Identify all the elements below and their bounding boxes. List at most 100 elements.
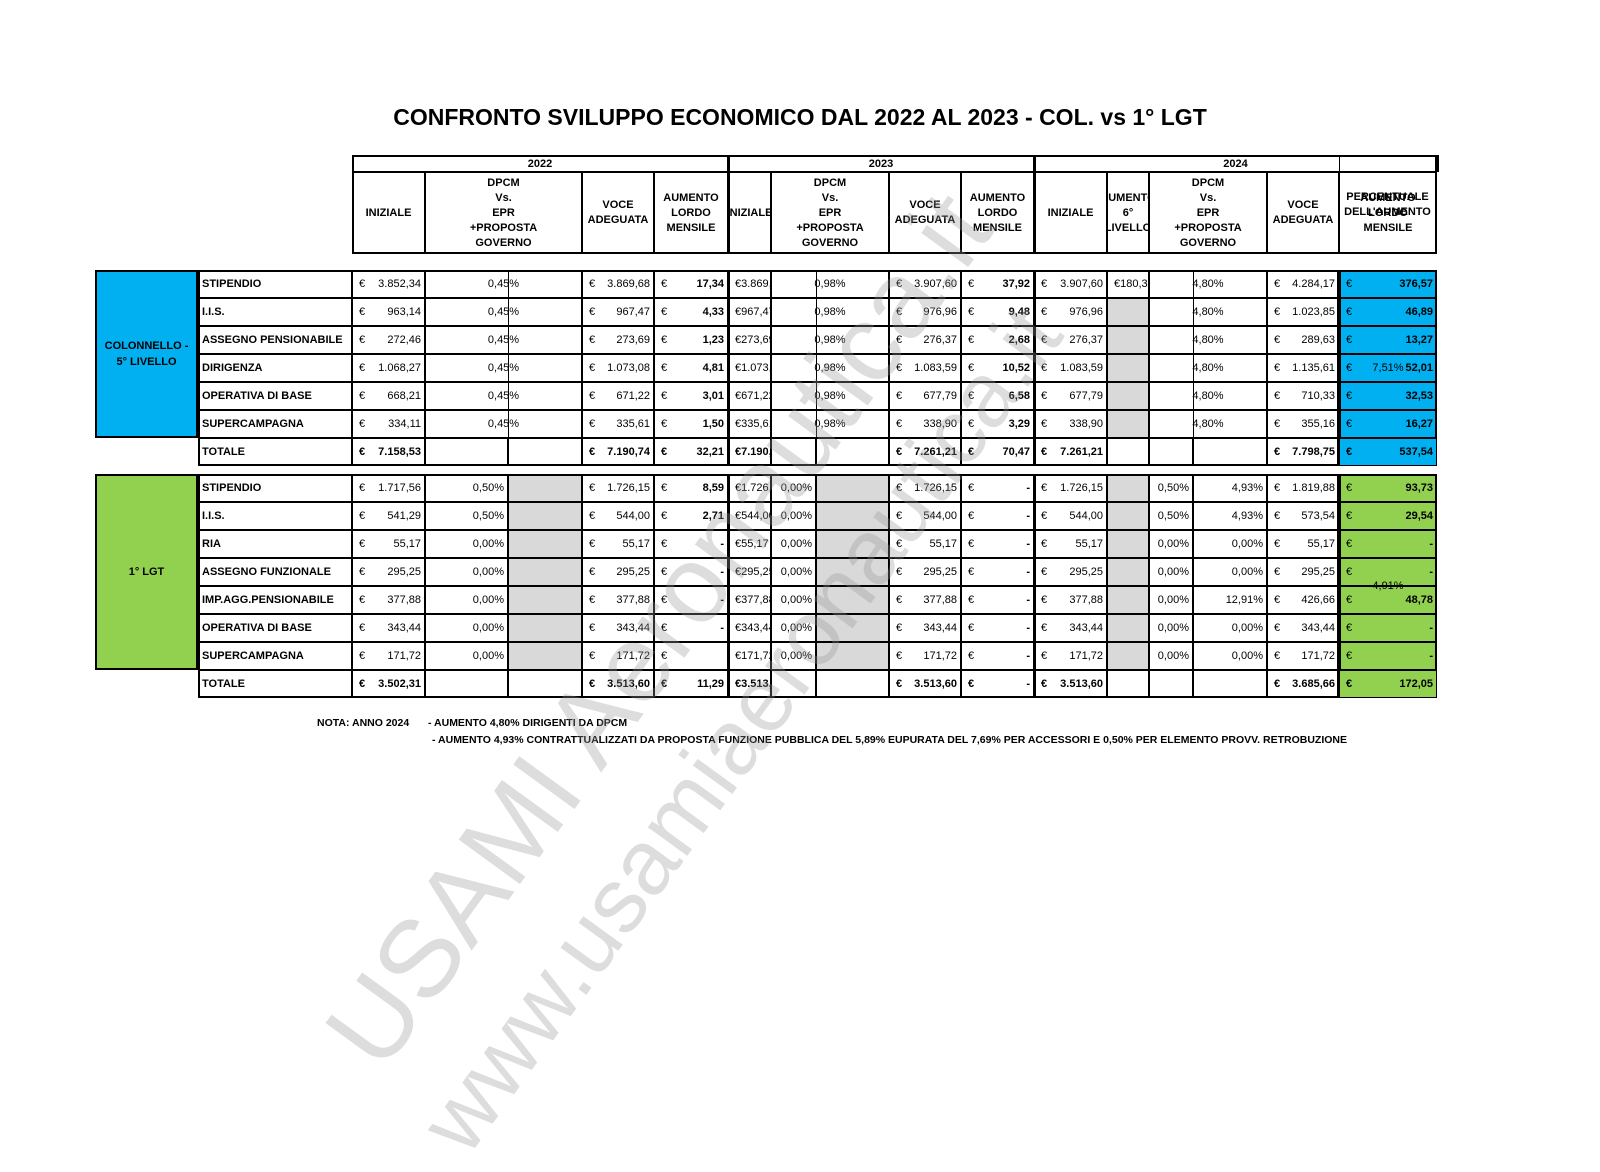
cell-r4-c2: [508, 586, 582, 614]
cell-r1-c0: €541,29: [352, 502, 425, 530]
cell-r2-c8: €55,17: [889, 530, 961, 558]
cell-r1-c3: €544,00: [582, 502, 654, 530]
cell-r3-c7: [816, 558, 889, 586]
group-year-divider-1-1: [1033, 474, 1036, 698]
cell-r4-c4: €3,01: [654, 382, 728, 410]
cell-r3-c0: €295,25: [352, 558, 425, 586]
cell-r5-c12: 0,00%: [1149, 614, 1193, 642]
cell-r6-c15: € -: [1339, 642, 1437, 670]
cell-r2-c2: [508, 530, 582, 558]
group-label-1: 1° LGT: [95, 474, 198, 670]
cell-r1-c10: €544,00: [1034, 502, 1107, 530]
cell-r3-c0: €1.068,27: [352, 354, 425, 382]
cell-r5-c11: [1107, 410, 1149, 438]
cell-r4-c12: 0,00%: [1149, 586, 1193, 614]
column-header-y2024-3: VOCE ADEGUATA: [1267, 172, 1339, 254]
cell-r3-c11: [1107, 558, 1149, 586]
group-year-divider-0-0: [727, 270, 730, 466]
cell-r1-c11: [1107, 298, 1149, 326]
cell-r2-c7: [816, 326, 889, 354]
cell-r7-c15: €172,05: [1339, 670, 1437, 698]
cell-r4-c1: 0,00%: [425, 586, 508, 614]
cell-r4-c11: [1107, 382, 1149, 410]
cell-r4-c15: €32,53: [1339, 382, 1437, 410]
column-header-y2024-2: DPCM Vs. EPR +PROPOSTA GOVERNO: [1149, 172, 1267, 254]
cell-r5-c1: 0,00%: [425, 614, 508, 642]
cell-r1-c14: €1.023,85: [1267, 298, 1339, 326]
cell-r2-c3: €55,17: [582, 530, 654, 558]
cell-r2-c0: €55,17: [352, 530, 425, 558]
cell-r1-c13: [1193, 298, 1267, 326]
cell-r4-c3: €377,88: [582, 586, 654, 614]
cell-r1-c11: [1107, 502, 1149, 530]
group-outline-0: [198, 270, 1339, 466]
cell-r1-c6: 0,00%: [771, 502, 816, 530]
cell-r0-c2: [508, 474, 582, 502]
cell-r3-c8: €295,25: [889, 558, 961, 586]
cell-r0-c15: €93,73: [1339, 474, 1437, 502]
total-divider-0: [198, 437, 1339, 440]
cell-r4-c7: [816, 586, 889, 614]
cell-r1-c2: [508, 298, 582, 326]
cell-r2-c7: [816, 530, 889, 558]
cell-r1-c1: 0,50%: [425, 502, 508, 530]
cell-r6-c11: [1107, 642, 1149, 670]
cell-r2-c11: [1107, 530, 1149, 558]
cell-r5-c6: 0,00%: [771, 614, 816, 642]
cell-r1-c7: [816, 502, 889, 530]
cell-r3-c1: 0,00%: [425, 558, 508, 586]
cell-r4-c13: [1193, 382, 1267, 410]
cell-r4-c13: 12,91%: [1193, 586, 1267, 614]
group-year-divider-1-0: [727, 474, 730, 698]
cell-r3-c15: €52,01: [1339, 354, 1437, 382]
cell-r2-c13: [1193, 326, 1267, 354]
cell-r1-c15: €29,54: [1339, 502, 1437, 530]
cell-r1-c13: 4,93%: [1193, 502, 1267, 530]
year-divider-0: [727, 155, 730, 254]
cell-r2-c6: 0,00%: [771, 530, 816, 558]
cell-r5-c3: €343,44: [582, 614, 654, 642]
cell-r1-c8: €976,96: [889, 298, 961, 326]
cell-r3-c15: € -: [1339, 558, 1437, 586]
group-year-divider-0-1: [1033, 270, 1036, 466]
cell-r1-c0: €963,14: [352, 298, 425, 326]
cell-r2-c13: 0,00%: [1193, 530, 1267, 558]
cell-r5-c13: 0,00%: [1193, 614, 1267, 642]
cell-r3-c10: €1.083,59: [1034, 354, 1107, 382]
cell-r3-c14: €1.135,61: [1267, 354, 1339, 382]
cell-r3-c9: €10,52: [961, 354, 1034, 382]
percent-header-top: [1437, 155, 1439, 172]
cell-r2-c8: €276,37: [889, 326, 961, 354]
cell-r3-c2: [508, 558, 582, 586]
cell-r5-c2: [508, 614, 582, 642]
cell-r2-c1: 0,00%: [425, 530, 508, 558]
cell-r1-c7: [816, 298, 889, 326]
note-line-2: - AUMENTO 4,93% CONTRATTUALIZZATI DA PRO…: [432, 734, 1347, 746]
cell-r4-c8: €377,88: [889, 586, 961, 614]
cell-r3-c3: €1.073,08: [582, 354, 654, 382]
column-header-y2024-1: AUMENTO6° LIVELLO: [1107, 172, 1149, 254]
cell-r3-c11: [1107, 354, 1149, 382]
cell-r5-c15: € -: [1339, 614, 1437, 642]
cell-r1-c12: 0,50%: [1149, 502, 1193, 530]
cell-r4-c11: [1107, 586, 1149, 614]
cell-r5-c8: €343,44: [889, 614, 961, 642]
cell-r1-c10: €976,96: [1034, 298, 1107, 326]
cell-r4-c3: €671,22: [582, 382, 654, 410]
cell-r1-c2: [508, 502, 582, 530]
cell-r0-c7: [816, 474, 889, 502]
cell-r4-c15: €48,78: [1339, 586, 1437, 614]
cell-r3-c3: €295,25: [582, 558, 654, 586]
column-header-y2022-3: AUMENTO LORDO MENSILE: [654, 172, 728, 254]
cell-r3-c2: [508, 354, 582, 382]
cell-r2-c2: [508, 326, 582, 354]
cell-r6-c15: €537,54: [1339, 438, 1437, 466]
cell-r5-c0: €343,44: [352, 614, 425, 642]
cell-r3-c5: €295,25: [728, 558, 771, 586]
cell-r5-c15: €16,27: [1339, 410, 1437, 438]
note-label: NOTA: ANNO 2024: [317, 717, 410, 729]
cell-r4-c0: €668,21: [352, 382, 425, 410]
cell-r3-c13: [1193, 354, 1267, 382]
cell-r3-c5: €1.073,08: [728, 354, 771, 382]
cell-r4-c7: [816, 382, 889, 410]
